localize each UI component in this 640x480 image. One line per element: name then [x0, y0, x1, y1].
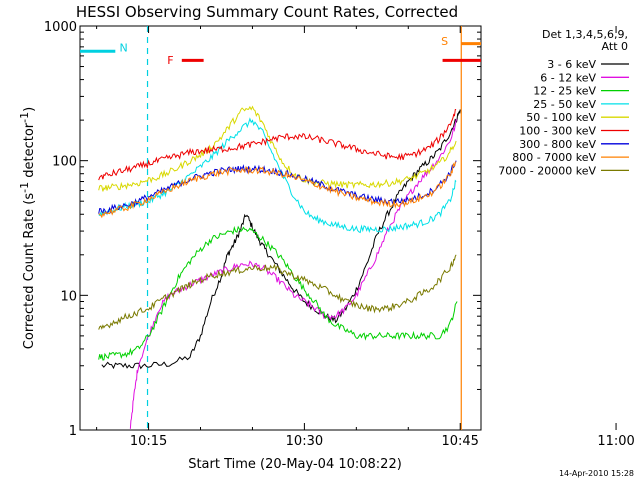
axis-ticks: 10:1510:3010:4511:0011:1511:3011:4511010…	[44, 20, 635, 449]
series-line-1-seg-0	[129, 119, 458, 429]
series-line-3-seg-0	[98, 117, 457, 234]
flag-label-F: F	[167, 54, 173, 67]
legend-header-1: Att 0	[602, 40, 628, 53]
legend-entry-2: 12 - 25 keV	[533, 85, 596, 98]
event-lines	[146, 26, 462, 430]
y-axis-label-mid: detector	[22, 122, 37, 182]
legend-entry-7: 800 - 7000 keV	[512, 151, 596, 164]
series-lines	[98, 105, 461, 429]
y-axis-label-sup1: -1	[18, 182, 31, 193]
series-line-6-seg-0	[98, 160, 457, 215]
flag-label-N: N	[120, 42, 128, 55]
legend-entry-8: 7000 - 20000 keV	[498, 164, 596, 177]
y-tick-label-0: 1	[69, 424, 77, 439]
y-axis-label-end: )	[22, 107, 37, 112]
y-axis-label: Corrected Count Rate (s-1 detector-1)	[18, 107, 37, 349]
flag-bars	[80, 42, 481, 62]
y-axis-label-sup2: -1	[18, 112, 31, 123]
flag-annotations: N S F	[120, 35, 449, 67]
legend-header-0: Det 1,3,4,5,6,9,	[542, 28, 628, 41]
y-axis-label-main: Corrected Count Rate (s	[22, 193, 37, 350]
legend-entry-0: 3 - 6 keV	[547, 58, 596, 71]
y-tick-label-2: 100	[52, 155, 77, 170]
series-line-0-seg-0	[101, 109, 461, 370]
x-tick-label-0: 10:15	[130, 434, 167, 449]
series-line-8-seg-0	[98, 254, 457, 330]
x-tick-label-1: 10:30	[286, 434, 323, 449]
plot-area	[79, 25, 482, 431]
legend-entry-5: 100 - 300 keV	[519, 125, 596, 138]
x-tick-label-2: 10:45	[441, 434, 478, 449]
x-axis-label: Start Time (20-May-04 10:08:22)	[188, 457, 402, 472]
series-line-7-seg-0	[98, 161, 457, 219]
chart-title: HESSI Observing Summary Count Rates, Cor…	[76, 3, 458, 21]
series-line-5-seg-0	[98, 109, 457, 181]
footer-timestamp: 14-Apr-2010 15:28	[559, 469, 634, 478]
legend-entry-4: 50 - 100 keV	[526, 111, 596, 124]
legend-entry-3: 25 - 50 keV	[533, 98, 596, 111]
series-line-4-seg-0	[98, 105, 457, 192]
legend-entry-6: 300 - 800 keV	[519, 138, 596, 151]
series-line-2-seg-0	[98, 225, 458, 361]
y-tick-label-3: 1000	[44, 20, 77, 35]
y-tick-label-1: 10	[60, 289, 77, 304]
x-tick-label-3: 11:00	[597, 434, 634, 449]
legend-entry-1: 6 - 12 keV	[540, 71, 596, 84]
flag-label-S: S	[441, 35, 448, 48]
